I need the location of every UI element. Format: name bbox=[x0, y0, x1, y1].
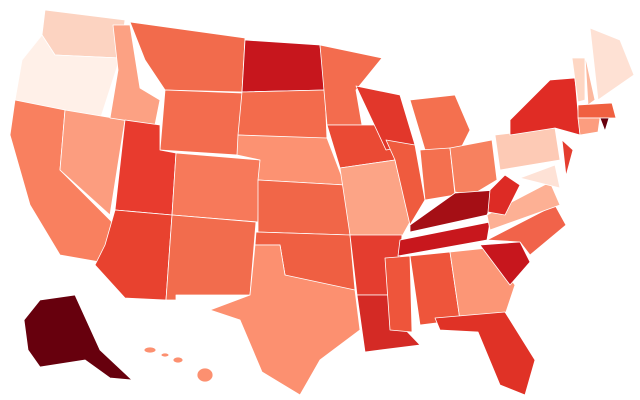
region bbox=[59, 109, 126, 216]
region bbox=[486, 181, 561, 231]
region bbox=[584, 54, 596, 106]
region bbox=[494, 127, 561, 171]
region bbox=[519, 164, 561, 189]
region bbox=[339, 159, 411, 241]
region bbox=[487, 174, 521, 216]
region bbox=[434, 311, 536, 396]
region bbox=[143, 346, 157, 354]
region bbox=[171, 152, 261, 223]
region bbox=[385, 139, 426, 226]
region bbox=[479, 241, 531, 286]
region bbox=[129, 21, 246, 93]
region bbox=[319, 44, 383, 126]
region bbox=[241, 39, 326, 93]
region bbox=[165, 214, 257, 301]
region bbox=[589, 27, 635, 101]
region bbox=[449, 139, 498, 196]
region bbox=[159, 89, 243, 156]
region bbox=[419, 147, 456, 201]
region bbox=[509, 77, 581, 136]
region bbox=[209, 244, 361, 396]
region bbox=[172, 356, 184, 364]
region bbox=[237, 89, 328, 141]
region bbox=[109, 24, 161, 126]
region bbox=[577, 102, 617, 119]
region bbox=[599, 117, 610, 132]
region bbox=[577, 117, 601, 136]
region bbox=[257, 179, 351, 236]
region bbox=[41, 9, 126, 59]
region bbox=[561, 139, 574, 177]
region bbox=[196, 367, 214, 383]
region bbox=[571, 57, 586, 103]
region bbox=[23, 294, 133, 381]
region bbox=[409, 94, 471, 151]
region bbox=[160, 352, 170, 358]
region bbox=[384, 255, 413, 333]
